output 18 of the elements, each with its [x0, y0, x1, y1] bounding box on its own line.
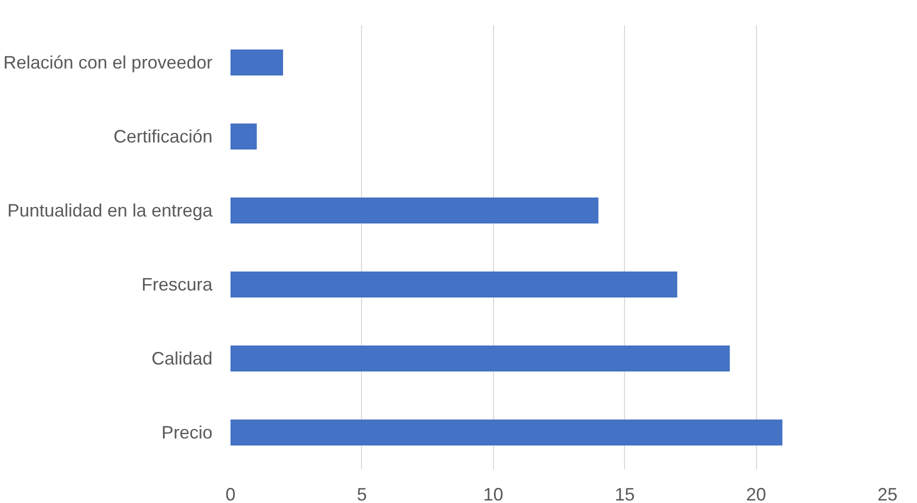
x-tick-label: 5	[356, 484, 367, 503]
y-tick-label: Calidad	[151, 348, 213, 368]
x-tick-label: 0	[225, 484, 236, 503]
y-tick-label: Frescura	[141, 274, 214, 294]
x-tick-label: 25	[877, 484, 898, 503]
x-tick-label: 20	[746, 484, 766, 503]
bar	[230, 198, 598, 224]
x-tick-label: 15	[614, 484, 635, 503]
y-tick-label: Puntualidad en la entrega	[7, 200, 214, 220]
y-tick-label: Certificación	[113, 126, 213, 146]
y-tick-label: Precio	[161, 422, 213, 442]
x-tick-label: 10	[483, 484, 504, 503]
y-tick-label: Relación con el proveedor	[3, 52, 213, 72]
bar	[230, 124, 257, 150]
bar	[230, 50, 284, 76]
bar	[230, 272, 678, 298]
bar	[230, 420, 782, 446]
bar	[230, 346, 730, 372]
